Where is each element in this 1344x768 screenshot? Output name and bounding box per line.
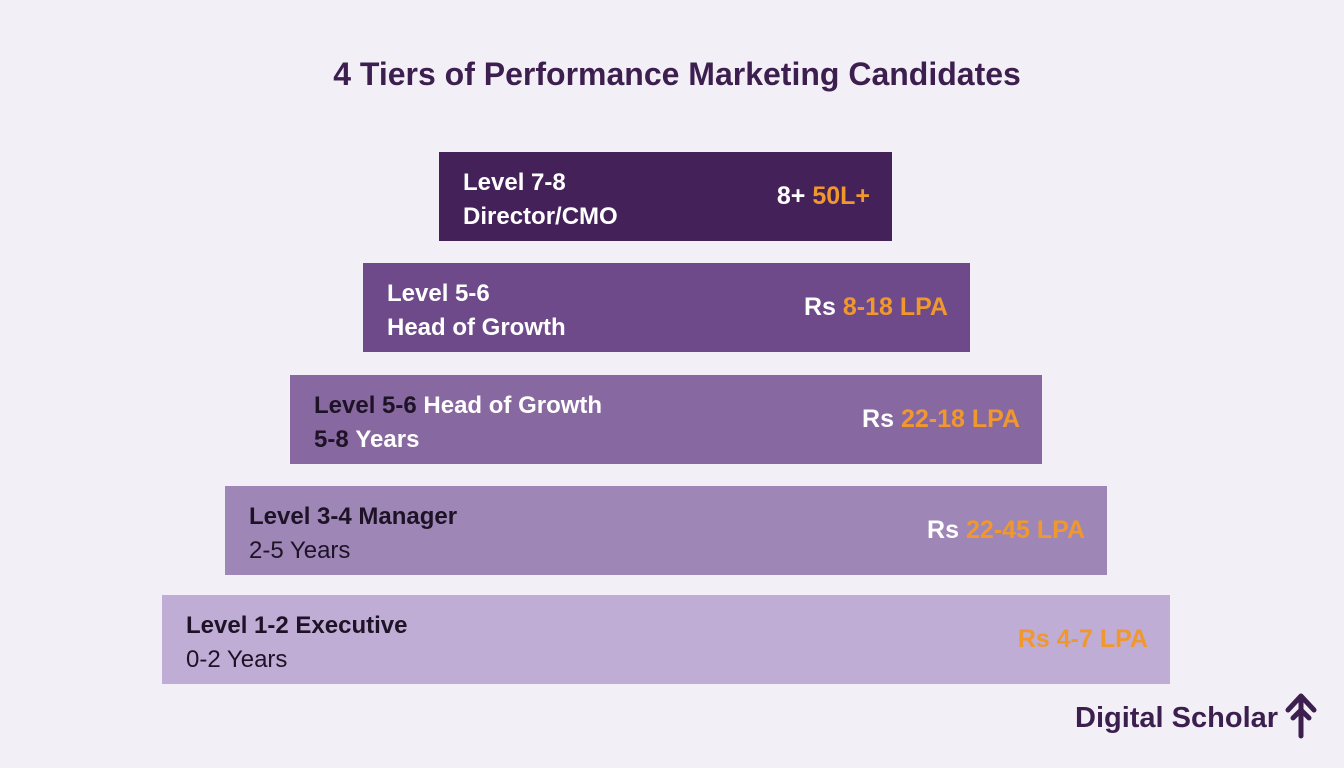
tier-years: 5-8 [314, 426, 349, 453]
tier-salary: 50L+ [812, 182, 870, 210]
tier-salary: 4-7 LPA [1056, 625, 1148, 653]
tier: Level 5-6 Head of Growth Rs 8-18 LPA [363, 263, 970, 352]
tier: Level 5-6 Head of Growth 5-8 Years Rs 22… [290, 375, 1042, 464]
tier-level: Level 3-4 Manager [249, 503, 458, 530]
tier-level: Level 5-6 [314, 392, 417, 419]
tier-currency: Rs [803, 293, 836, 321]
tier-salary: 22-18 LPA [900, 405, 1020, 433]
tier-role: Head of Growth [387, 314, 566, 341]
tier-experience: 8+ [776, 182, 806, 210]
tier-role: Head of Growth [423, 392, 603, 419]
tier: Level 1-2 Executive 0-2 Years Rs 4-7 LPA [162, 595, 1170, 684]
tier-years: 2-5 Years [249, 537, 351, 564]
tier-level: Level 1-2 Executive [186, 612, 408, 639]
tier-level: Level 5-6 [387, 280, 490, 307]
logo-arrow [1285, 693, 1317, 739]
tier: Level 3-4 Manager 2-5 Years Rs 22-45 LPA [225, 486, 1107, 575]
tier-level: Level 7-8 [463, 169, 566, 196]
tier-years: 0-2 Years [186, 646, 288, 673]
logo-text: Digital Scholar [1075, 702, 1279, 734]
tier-years-unit: Years [355, 426, 420, 453]
title: 4 Tiers of Performance Marketing Candida… [333, 56, 1021, 92]
tier-currency: Rs [862, 405, 895, 433]
tier-role: Director/CMO [463, 203, 618, 230]
tier-currency: Rs [927, 516, 960, 544]
tier-currency: Rs [1017, 625, 1050, 653]
tier-salary: 22-45 LPA [965, 516, 1085, 544]
logo: Digital Scholar [1075, 702, 1278, 735]
tier-salary: 8-18 LPA [842, 293, 948, 321]
tier: Level 7-8 Director/CMO 8+ 50L+ [439, 152, 892, 241]
